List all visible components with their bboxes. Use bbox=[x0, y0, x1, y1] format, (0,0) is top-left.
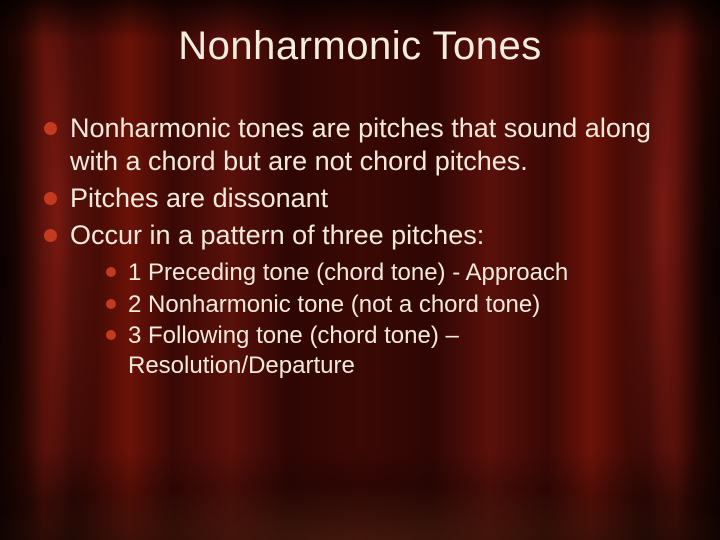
bullet-text: Pitches are dissonant bbox=[70, 183, 328, 213]
bullet-text: Occur in a pattern of three pitches: bbox=[70, 220, 484, 250]
bullet-list-level-2: 1 Preceding tone (chord tone) - Approach… bbox=[70, 258, 672, 381]
bullet-list-level-1: Nonharmonic tones are pitches that sound… bbox=[40, 112, 672, 381]
slide: Nonharmonic Tones Nonharmonic tones are … bbox=[0, 0, 720, 540]
bullet-item: Pitches are dissonant bbox=[40, 182, 672, 215]
sub-bullet-text: 1 Preceding tone (chord tone) - Approach bbox=[128, 259, 568, 286]
sub-bullet-item: 1 Preceding tone (chord tone) - Approach bbox=[104, 258, 672, 288]
slide-body: Nonharmonic tones are pitches that sound… bbox=[40, 112, 672, 385]
bullet-text: Nonharmonic tones are pitches that sound… bbox=[70, 113, 651, 176]
sub-bullet-text: 3 Following tone (chord tone) – Resoluti… bbox=[128, 322, 459, 379]
sub-bullet-item: 2 Nonharmonic tone (not a chord tone) bbox=[104, 290, 672, 320]
bullet-item: Occur in a pattern of three pitches: 1 P… bbox=[40, 219, 672, 381]
slide-title: Nonharmonic Tones bbox=[0, 24, 720, 69]
sub-bullet-text: 2 Nonharmonic tone (not a chord tone) bbox=[128, 291, 540, 318]
sub-bullet-item: 3 Following tone (chord tone) – Resoluti… bbox=[104, 321, 672, 381]
bullet-item: Nonharmonic tones are pitches that sound… bbox=[40, 112, 672, 178]
